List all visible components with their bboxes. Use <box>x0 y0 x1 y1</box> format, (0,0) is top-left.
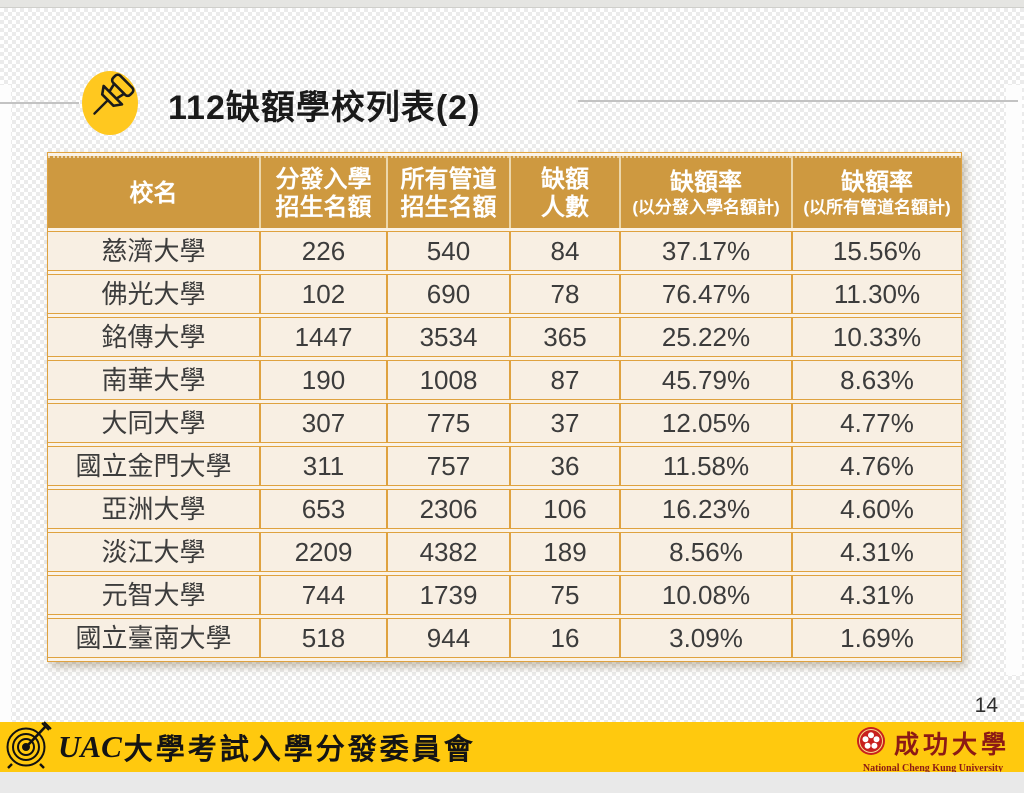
vacancy-cell: 189 <box>509 532 619 572</box>
all-quota-cell: 540 <box>386 231 509 271</box>
dist-quota-cell: 653 <box>259 489 386 529</box>
rate-all-cell: 8.63% <box>791 360 961 400</box>
page-title: 112缺額學校列表(2) <box>168 89 481 127</box>
dist-quota-cell: 307 <box>259 403 386 443</box>
vacancy-cell: 365 <box>509 317 619 357</box>
title-divider-right <box>578 100 1018 102</box>
uac-committee-name: 大學考試入學分發委員會 <box>123 734 476 766</box>
rate-all-cell: 4.31% <box>791 532 961 572</box>
title-divider-left <box>0 102 79 104</box>
dist-quota-cell: 2209 <box>259 532 386 572</box>
col-header-rate-dist: 缺額率 (以分發入學名額計) <box>619 156 791 228</box>
rate-all-cell: 15.56% <box>791 231 961 271</box>
all-quota-cell: 3534 <box>386 317 509 357</box>
all-quota-cell: 775 <box>386 403 509 443</box>
table-row: 大同大學 307 775 37 12.05% 4.77% <box>48 403 961 443</box>
vacancy-cell: 84 <box>509 231 619 271</box>
col-header-school: 校名 <box>48 156 259 228</box>
rate-all-cell: 1.69% <box>791 618 961 658</box>
vacancy-table: 校名 分發入學 招生名額 所有管道 招生名額 缺額 人數 缺額率 (以分發入學名額計) … <box>47 152 962 662</box>
rate-dist-cell: 3.09% <box>619 618 791 658</box>
all-quota-cell: 1739 <box>386 575 509 615</box>
table-row: 淡江大學 2209 4382 189 8.56% 4.31% <box>48 532 961 572</box>
rate-dist-cell: 25.22% <box>619 317 791 357</box>
dist-quota-cell: 226 <box>259 231 386 271</box>
col-header-dist-quota: 分發入學 招生名額 <box>259 156 386 228</box>
footer-bar: UAC 大學考試入學分發委員會 <box>0 720 1024 774</box>
rate-dist-cell: 12.05% <box>619 403 791 443</box>
viewer-top-strip <box>0 0 1024 8</box>
dist-quota-cell: 744 <box>259 575 386 615</box>
school-name-cell: 慈濟大學 <box>48 231 259 271</box>
ncku-name: 成功大學 <box>893 732 1010 759</box>
vacancy-cell: 37 <box>509 403 619 443</box>
rate-dist-cell: 10.08% <box>619 575 791 615</box>
page-edge-left <box>0 85 11 722</box>
vacancy-cell: 87 <box>509 360 619 400</box>
vacancy-cell: 78 <box>509 274 619 314</box>
dist-quota-cell: 1447 <box>259 317 386 357</box>
uac-wordmark: UAC <box>58 729 122 764</box>
all-quota-cell: 944 <box>386 618 509 658</box>
table-row: 南華大學 190 1008 87 45.79% 8.63% <box>48 360 961 400</box>
vacancy-cell: 75 <box>509 575 619 615</box>
school-name-cell: 佛光大學 <box>48 274 259 314</box>
ncku-logo-group: 成功大學 National Cheng Kung University <box>856 725 1010 774</box>
dist-quota-cell: 518 <box>259 618 386 658</box>
ncku-emblem-icon <box>856 726 886 761</box>
page-edge-right <box>1006 85 1022 675</box>
table-row: 亞洲大學 653 2306 106 16.23% 4.60% <box>48 489 961 529</box>
school-name-cell: 國立金門大學 <box>48 446 259 486</box>
school-name-cell: 淡江大學 <box>48 532 259 572</box>
viewer-bottom-strip <box>0 772 1024 793</box>
table-row: 慈濟大學 226 540 84 37.17% 15.56% <box>48 231 961 271</box>
all-quota-cell: 4382 <box>386 532 509 572</box>
all-quota-cell: 690 <box>386 274 509 314</box>
school-name-cell: 大同大學 <box>48 403 259 443</box>
ncku-english-name: National Cheng Kung University <box>862 763 1004 774</box>
table-header-row: 校名 分發入學 招生名額 所有管道 招生名額 缺額 人數 缺額率 (以分發入學名額計) … <box>48 156 961 228</box>
page-number: 14 <box>974 694 998 717</box>
all-quota-cell: 1008 <box>386 360 509 400</box>
all-quota-cell: 2306 <box>386 489 509 529</box>
dartboard-icon <box>4 720 56 774</box>
rate-all-cell: 4.60% <box>791 489 961 529</box>
vacancy-cell: 16 <box>509 618 619 658</box>
table-row: 國立臺南大學 518 944 16 3.09% 1.69% <box>48 618 961 658</box>
rate-dist-cell: 37.17% <box>619 231 791 271</box>
dist-quota-cell: 190 <box>259 360 386 400</box>
rate-all-cell: 4.76% <box>791 446 961 486</box>
school-name-cell: 元智大學 <box>48 575 259 615</box>
table-row: 國立金門大學 311 757 36 11.58% 4.76% <box>48 446 961 486</box>
col-header-rate-all: 缺額率 (以所有管道名額計) <box>791 156 961 228</box>
dist-quota-cell: 102 <box>259 274 386 314</box>
rate-dist-cell: 8.56% <box>619 532 791 572</box>
dist-quota-cell: 311 <box>259 446 386 486</box>
school-name-cell: 國立臺南大學 <box>48 618 259 658</box>
rate-all-cell: 4.31% <box>791 575 961 615</box>
rate-dist-cell: 76.47% <box>619 274 791 314</box>
rate-all-cell: 10.33% <box>791 317 961 357</box>
rate-all-cell: 11.30% <box>791 274 961 314</box>
rate-dist-cell: 11.58% <box>619 446 791 486</box>
school-name-cell: 亞洲大學 <box>48 489 259 529</box>
rate-dist-cell: 16.23% <box>619 489 791 529</box>
pushpin-icon <box>81 70 139 136</box>
rate-all-cell: 4.77% <box>791 403 961 443</box>
school-name-cell: 銘傳大學 <box>48 317 259 357</box>
col-header-vacancy: 缺額 人數 <box>509 156 619 228</box>
rate-dist-cell: 45.79% <box>619 360 791 400</box>
table-row: 元智大學 744 1739 75 10.08% 4.31% <box>48 575 961 615</box>
table-row: 佛光大學 102 690 78 76.47% 11.30% <box>48 274 961 314</box>
all-quota-cell: 757 <box>386 446 509 486</box>
vacancy-cell: 106 <box>509 489 619 529</box>
table-row: 銘傳大學 1447 3534 365 25.22% 10.33% <box>48 317 961 357</box>
vacancy-cell: 36 <box>509 446 619 486</box>
col-header-all-quota: 所有管道 招生名額 <box>386 156 509 228</box>
uac-logo-group: UAC 大學考試入學分發委員會 <box>4 720 476 774</box>
school-name-cell: 南華大學 <box>48 360 259 400</box>
